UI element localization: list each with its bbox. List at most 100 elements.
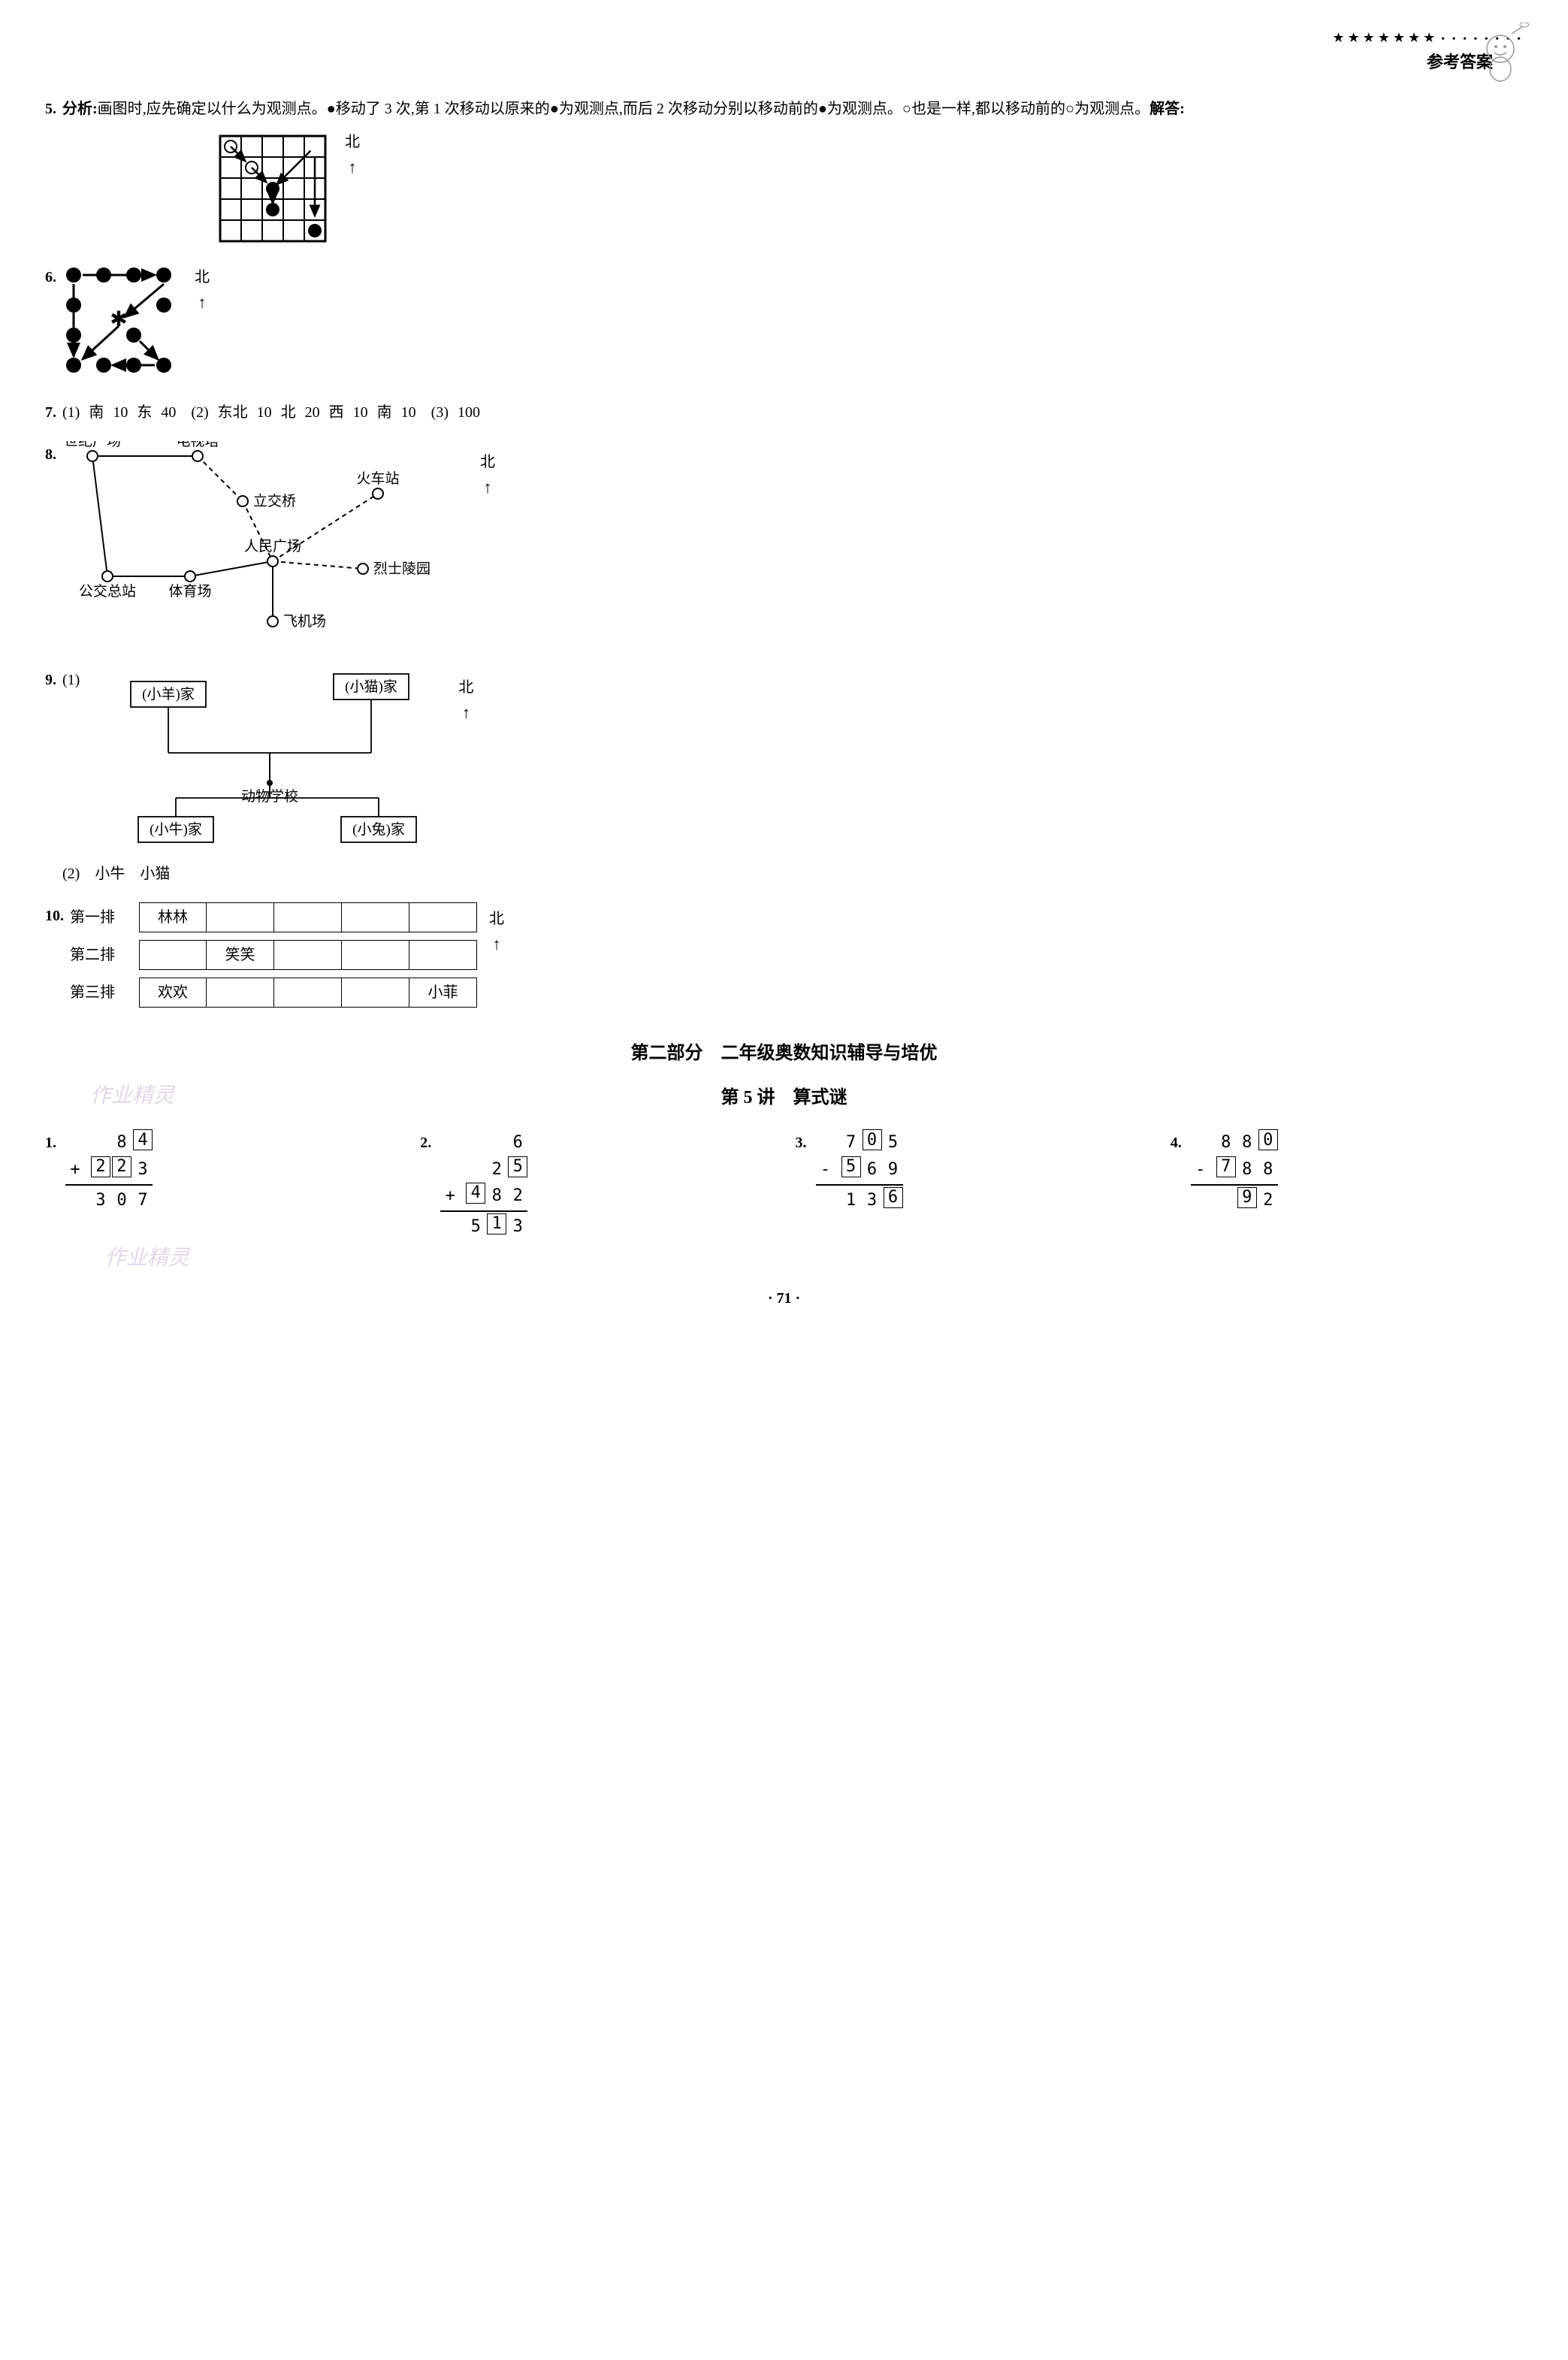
- north-arrow-icon: ↑: [349, 153, 357, 183]
- math-digit: 3: [863, 1187, 882, 1213]
- q10-seating-table: 第一排林林第二排 笑笑第三排欢欢 小菲: [70, 902, 477, 1015]
- math-num: 4.: [1171, 1129, 1182, 1156]
- q7-part: (1)南10东40: [62, 399, 176, 426]
- question-7: 7. (1)南10东40(2)东北10北20西10南10(3)100: [45, 399, 1523, 426]
- math-digit: 8: [487, 1183, 506, 1209]
- q10-cell: [207, 902, 274, 932]
- q10-cell: 小菲: [409, 978, 477, 1008]
- svg-text:公交总站: 公交总站: [79, 583, 136, 600]
- svg-text:(小兔)家: (小兔)家: [353, 821, 406, 838]
- q10-cell: [274, 940, 342, 970]
- q10-num: 10.: [45, 902, 64, 929]
- q7-value: 20: [305, 399, 320, 426]
- q7-value: 东北: [218, 399, 248, 426]
- q7-value: 东: [137, 399, 152, 426]
- header-stars: ★★★★★★★: [1332, 30, 1438, 45]
- q5-north-label: 北: [345, 128, 360, 156]
- math-problem: 3. 705-569 136: [796, 1129, 1148, 1240]
- math-digit: 1: [841, 1187, 861, 1213]
- math-digit: 7: [133, 1187, 153, 1213]
- q10-row-label: 第二排: [70, 941, 130, 968]
- question-9: 9. (1) 动物学校(小羊)家(小猫)家(小牛)家(小兔)家 北 ↑ (2) …: [45, 666, 1523, 887]
- math-digit: 8: [1237, 1129, 1257, 1156]
- math-boxed-digit: 2: [112, 1156, 131, 1177]
- math-problems-row: 1. 84+223 3072. 6 25+482 5133. 705-569 1…: [45, 1129, 1523, 1240]
- q10-row-label: 第三排: [70, 979, 130, 1006]
- q9-part2-val1: 小牛: [95, 860, 125, 887]
- svg-text:烈士陵园: 烈士陵园: [373, 561, 431, 577]
- q7-value: 40: [161, 399, 176, 426]
- math-digit: 5: [466, 1213, 485, 1240]
- math-digit: [466, 1129, 485, 1156]
- q8-north-label: 北: [480, 449, 495, 476]
- lesson-5-title: 第 5 讲 算式谜: [45, 1082, 1523, 1114]
- math-digit: 9: [884, 1156, 903, 1183]
- question-10: 10. 第一排林林第二排笑笑第三排欢欢小菲 北 ↑: [45, 902, 1523, 1015]
- svg-text:(小羊)家: (小羊)家: [143, 686, 195, 703]
- q10-north-label: 北: [489, 905, 504, 932]
- q10-row: 第二排 笑笑: [70, 940, 477, 970]
- q7-num: 7.: [45, 399, 56, 426]
- math-problem: 1. 84+223 307: [45, 1129, 397, 1240]
- q6-dot-diagram: ✱: [62, 264, 183, 384]
- question-5: 5. 分析:画图时,应先确定以什么为观测点。●移动了 3 次,第 1 次移动以原…: [45, 95, 1523, 249]
- q10-cell: [342, 978, 409, 1008]
- q10-cell: 笑笑: [207, 940, 274, 970]
- section-2-title: 第二部分 二年级奥数知识辅导与培优: [45, 1038, 1523, 1070]
- math-digit: 2: [508, 1183, 527, 1209]
- math-digit: 3: [91, 1187, 110, 1213]
- q5-grid-diagram: [213, 128, 333, 249]
- math-boxed-digit: 5: [508, 1156, 527, 1177]
- q10-cell: [342, 940, 409, 970]
- math-problem: 4. 880-788 92: [1171, 1129, 1523, 1240]
- math-digit: 8: [1237, 1156, 1257, 1183]
- math-boxed-digit: 0: [863, 1129, 882, 1150]
- math-boxed-digit: 2: [91, 1156, 110, 1177]
- math-problem: 2. 6 25+482 513: [420, 1129, 772, 1240]
- q5-text: 画图时,应先确定以什么为观测点。●移动了 3 次,第 1 次移动以原来的●为观测…: [98, 101, 1150, 117]
- svg-text:体育场: 体育场: [168, 583, 211, 600]
- math-digit: 6: [863, 1156, 882, 1183]
- svg-text:(小猫)家: (小猫)家: [346, 678, 398, 695]
- q7-value: 西: [329, 399, 344, 426]
- watermark-2: 作业精灵: [105, 1240, 189, 1277]
- math-digit: 0: [112, 1187, 131, 1213]
- q10-row: 第一排林林: [70, 902, 477, 932]
- math-digit: 3: [508, 1213, 527, 1240]
- q10-cell: [409, 902, 477, 932]
- q7-value: 10: [257, 399, 272, 426]
- math-boxed-digit: 4: [133, 1129, 153, 1150]
- q10-cell: [274, 978, 342, 1008]
- q6-num: 6.: [45, 264, 56, 291]
- cartoon-decoration: [1470, 23, 1530, 83]
- math-boxed-digit: 4: [466, 1183, 485, 1204]
- svg-text:(小牛)家: (小牛)家: [150, 821, 203, 838]
- q8-num: 8.: [45, 441, 56, 468]
- svg-text:世纪广场: 世纪广场: [64, 441, 121, 449]
- math-boxed-digit: 1: [487, 1213, 506, 1234]
- q10-cell: [409, 940, 477, 970]
- q10-cell: [274, 902, 342, 932]
- page-number: · 71 ·: [45, 1285, 1523, 1312]
- svg-text:电视塔: 电视塔: [176, 441, 219, 449]
- math-digit: 5: [884, 1129, 903, 1156]
- q10-cell: [207, 978, 274, 1008]
- svg-text:✱: ✱: [110, 308, 127, 331]
- q7-value: 南: [89, 399, 104, 426]
- q9-num: 9.: [45, 666, 56, 693]
- q10-row-label: 第一排: [70, 904, 130, 931]
- math-boxed-digit: 5: [841, 1156, 861, 1177]
- header-title: 参考答案: [45, 49, 1493, 73]
- q10-cell: 欢欢: [139, 978, 207, 1008]
- q9-part2-label: (2): [62, 860, 80, 887]
- q7-value: 10: [401, 399, 416, 426]
- q9-part2-val2: 小猫: [140, 860, 170, 887]
- q9-tree-diagram: 动物学校(小羊)家(小猫)家(小牛)家(小兔)家: [86, 666, 446, 854]
- question-8: 8. 世纪广场电视塔立交桥公交总站体育场人民广场烈士陵园飞机场火车站 北 ↑: [45, 441, 1523, 651]
- q7-value: 南: [377, 399, 392, 426]
- q10-cell: [139, 940, 207, 970]
- q7-value: 100: [458, 399, 480, 426]
- math-digit: 8: [1258, 1156, 1278, 1183]
- math-digit: 3: [133, 1156, 153, 1183]
- math-digit: 7: [841, 1129, 861, 1156]
